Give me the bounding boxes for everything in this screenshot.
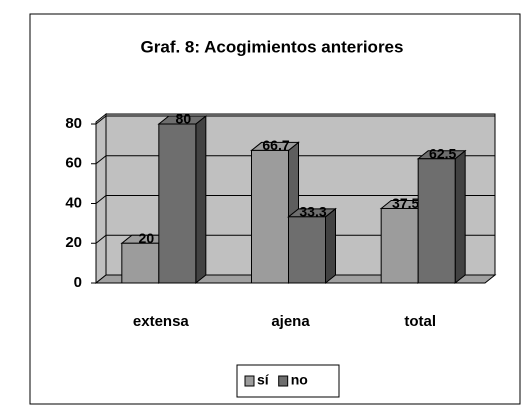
grid-line xyxy=(95,115,107,125)
grid-line xyxy=(95,155,107,165)
bar xyxy=(417,158,456,284)
x-tick-label: extensa xyxy=(133,313,190,330)
y-tick-label: 80 xyxy=(65,115,82,132)
bar xyxy=(288,216,326,284)
legend-swatch xyxy=(278,375,289,387)
bar-side xyxy=(325,207,336,285)
data-label: 20 xyxy=(139,230,155,246)
y-tick-label: 20 xyxy=(65,234,82,251)
legend-swatch xyxy=(244,375,255,387)
bar-side xyxy=(454,149,466,285)
data-label: 66.7 xyxy=(262,137,289,153)
y-tick-label: 40 xyxy=(65,194,82,211)
x-tick-label: ajena xyxy=(271,313,310,330)
legend-label: no xyxy=(291,372,308,388)
grid-line xyxy=(95,234,107,244)
legend-label: sí xyxy=(257,372,270,388)
side-wall xyxy=(95,112,107,285)
y-tick-label: 0 xyxy=(74,274,82,291)
bar xyxy=(251,149,289,284)
data-label: 62.5 xyxy=(429,145,456,161)
bar xyxy=(121,242,160,284)
grid-line xyxy=(95,195,107,204)
data-label: 37.5 xyxy=(392,195,419,211)
data-label: 80 xyxy=(176,111,192,127)
chart-title: Graf. 8: Acogimientos anteriores xyxy=(141,37,404,56)
y-tick-label: 60 xyxy=(65,155,82,172)
bar-side xyxy=(195,114,207,285)
x-tick-label: total xyxy=(404,313,436,330)
bar xyxy=(158,123,197,284)
bar xyxy=(380,207,419,284)
data-label: 33.3 xyxy=(299,204,326,220)
